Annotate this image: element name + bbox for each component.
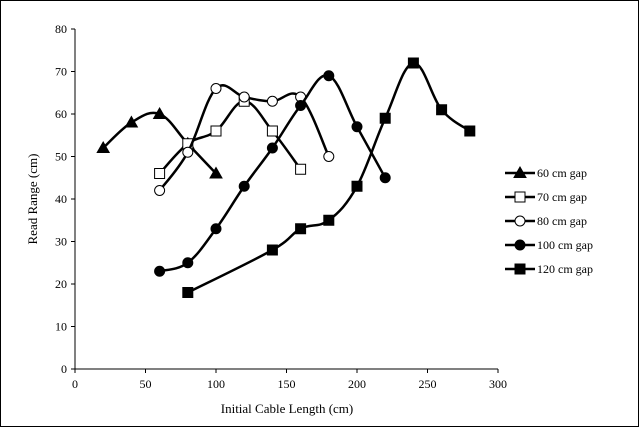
legend: 60 cm gap 70 cm gap 80 cm gap 100 cm gap 120… xyxy=(505,165,593,276)
legend-marker xyxy=(514,239,526,251)
x-tick-label: 0 xyxy=(72,377,78,391)
legend-label: 120 cm gap xyxy=(537,262,593,276)
axes: 0 10 20 30 40 50 60 70 80 0 50 100 150 200 250 300 xyxy=(55,22,507,391)
series-line xyxy=(187,61,471,294)
x-tick-label: 300 xyxy=(489,377,507,391)
data-point xyxy=(295,100,307,111)
legend-marker xyxy=(513,165,527,178)
data-point xyxy=(210,223,222,235)
legend-item-1: 70 cm gap xyxy=(505,190,587,204)
y-tick-label: 20 xyxy=(55,277,67,291)
data-point xyxy=(152,106,167,119)
data-point xyxy=(464,125,476,137)
data-point xyxy=(379,172,391,184)
data-point xyxy=(266,95,278,107)
y-tick-label: 60 xyxy=(55,107,67,121)
data-point xyxy=(351,180,363,192)
data-point xyxy=(154,168,166,179)
data-point xyxy=(238,180,250,192)
data-point xyxy=(379,112,391,124)
legend-marker xyxy=(514,191,526,203)
legend-label: 60 cm gap xyxy=(537,166,587,180)
data-point xyxy=(96,140,111,153)
x-axis-title: Initial Cable Length (cm) xyxy=(221,401,353,416)
series-2 xyxy=(154,83,335,196)
y-tick-label: 30 xyxy=(55,235,67,249)
data-point xyxy=(266,142,278,154)
y-tick-label: 40 xyxy=(55,192,67,206)
x-tick-label: 150 xyxy=(278,377,296,391)
data-point xyxy=(238,91,250,103)
x-tick-label: 250 xyxy=(419,377,437,391)
data-point xyxy=(182,257,194,269)
x-tick-label: 50 xyxy=(140,377,152,391)
data-point xyxy=(323,70,335,82)
legend-label: 100 cm gap xyxy=(537,238,593,252)
data-point xyxy=(124,115,139,128)
y-axis-title: Read Range (cm) xyxy=(25,154,40,245)
x-tick-label: 100 xyxy=(207,377,225,391)
data-point xyxy=(323,151,335,162)
data-point xyxy=(295,223,307,235)
data-point xyxy=(210,83,222,94)
legend-item-3: 100 cm gap xyxy=(505,238,593,252)
legend-item-4: 120 cm gap xyxy=(505,262,593,276)
data-point xyxy=(154,185,166,196)
series-1 xyxy=(154,95,307,179)
legend-label: 70 cm gap xyxy=(537,190,587,204)
y-tick-label: 70 xyxy=(55,65,67,79)
legend-item-2: 80 cm gap xyxy=(505,214,587,228)
series-4 xyxy=(182,57,476,298)
y-tick-label: 0 xyxy=(61,362,67,376)
data-point xyxy=(323,214,335,226)
series-0 xyxy=(96,106,223,179)
data-point xyxy=(436,104,448,116)
data-point xyxy=(182,146,194,158)
y-tick-label: 10 xyxy=(55,320,67,334)
legend-label: 80 cm gap xyxy=(537,214,587,228)
x-tick-label: 200 xyxy=(348,377,366,391)
legend-marker xyxy=(514,263,526,275)
data-point xyxy=(407,57,419,69)
legend-item-0: 60 cm gap xyxy=(505,165,587,180)
series-3 xyxy=(154,70,391,277)
data-point xyxy=(209,166,223,179)
legend-marker xyxy=(514,215,526,227)
data-point xyxy=(295,163,307,175)
data-point xyxy=(182,287,194,298)
data-point xyxy=(266,244,278,256)
data-point xyxy=(210,125,222,137)
series-layer xyxy=(96,57,476,298)
y-tick-label: 80 xyxy=(55,22,67,36)
y-tick-label: 50 xyxy=(55,150,67,164)
data-point xyxy=(154,265,166,277)
data-point xyxy=(266,125,278,137)
data-point xyxy=(351,121,363,133)
